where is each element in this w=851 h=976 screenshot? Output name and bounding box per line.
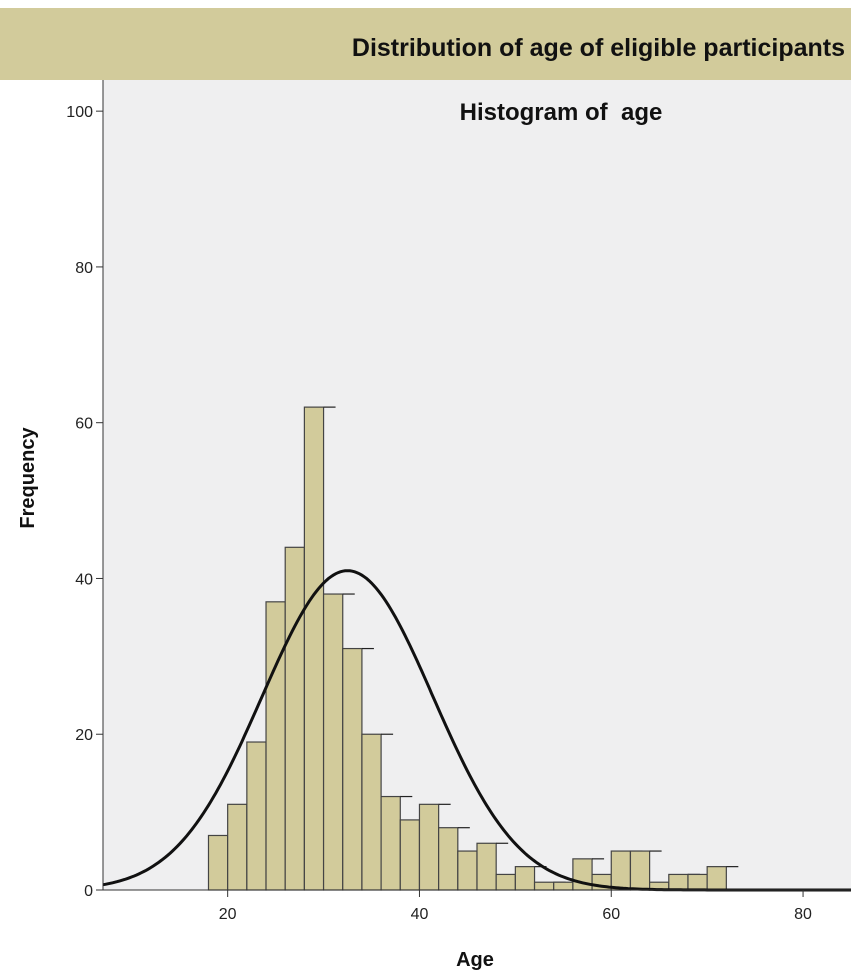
y-tick-label: 40 <box>75 571 93 588</box>
y-tick-label: 20 <box>75 727 93 744</box>
histogram-bar <box>706 866 727 891</box>
y-tick-label: 0 <box>84 883 93 900</box>
x-axis-label: Age <box>456 949 494 971</box>
bars-layer <box>207 406 739 891</box>
x-tick-label: 20 <box>219 906 237 923</box>
x-tick-label: 40 <box>411 906 429 923</box>
y-axis-label: Frequency <box>17 427 39 529</box>
histogram-bar <box>495 873 516 891</box>
histogram-bar <box>514 866 536 891</box>
x-tick-label: 80 <box>794 906 812 923</box>
histogram-bar <box>438 827 459 891</box>
histogram-bar <box>303 406 325 891</box>
header-banner: Distribution of age of eligible particip… <box>0 8 851 80</box>
histogram-bar <box>265 601 286 891</box>
histogram-bar <box>418 803 440 891</box>
plot-area <box>103 80 851 890</box>
histogram-bar <box>227 803 248 891</box>
histogram-bar <box>668 873 689 891</box>
histogram-bar <box>553 881 574 891</box>
histogram-bar <box>246 741 267 891</box>
y-tick-label: 100 <box>66 104 93 121</box>
histogram-bar <box>284 546 305 891</box>
histogram-bar <box>342 647 363 891</box>
x-tick-label: 60 <box>602 906 620 923</box>
histogram-bar <box>361 733 382 891</box>
histogram-bar <box>476 842 497 891</box>
histogram-bar <box>322 593 344 891</box>
y-tick-label: 60 <box>75 416 93 433</box>
x-ticks: 20 40 60 80 <box>219 890 812 923</box>
chart-title: Histogram of age <box>460 99 663 126</box>
histogram-bar <box>610 850 632 891</box>
histogram-bar <box>207 834 229 891</box>
histogram-bar <box>687 873 708 891</box>
histogram-bar <box>399 819 421 891</box>
histogram-bar <box>457 850 478 891</box>
histogram-bar <box>629 850 651 891</box>
y-tick-label: 80 <box>75 260 93 277</box>
histogram-bar <box>533 881 555 891</box>
y-ticks: 0 20 40 60 80 100 <box>66 104 103 900</box>
banner-title: Distribution of age of eligible particip… <box>351 34 845 62</box>
histogram-bar <box>380 795 401 891</box>
